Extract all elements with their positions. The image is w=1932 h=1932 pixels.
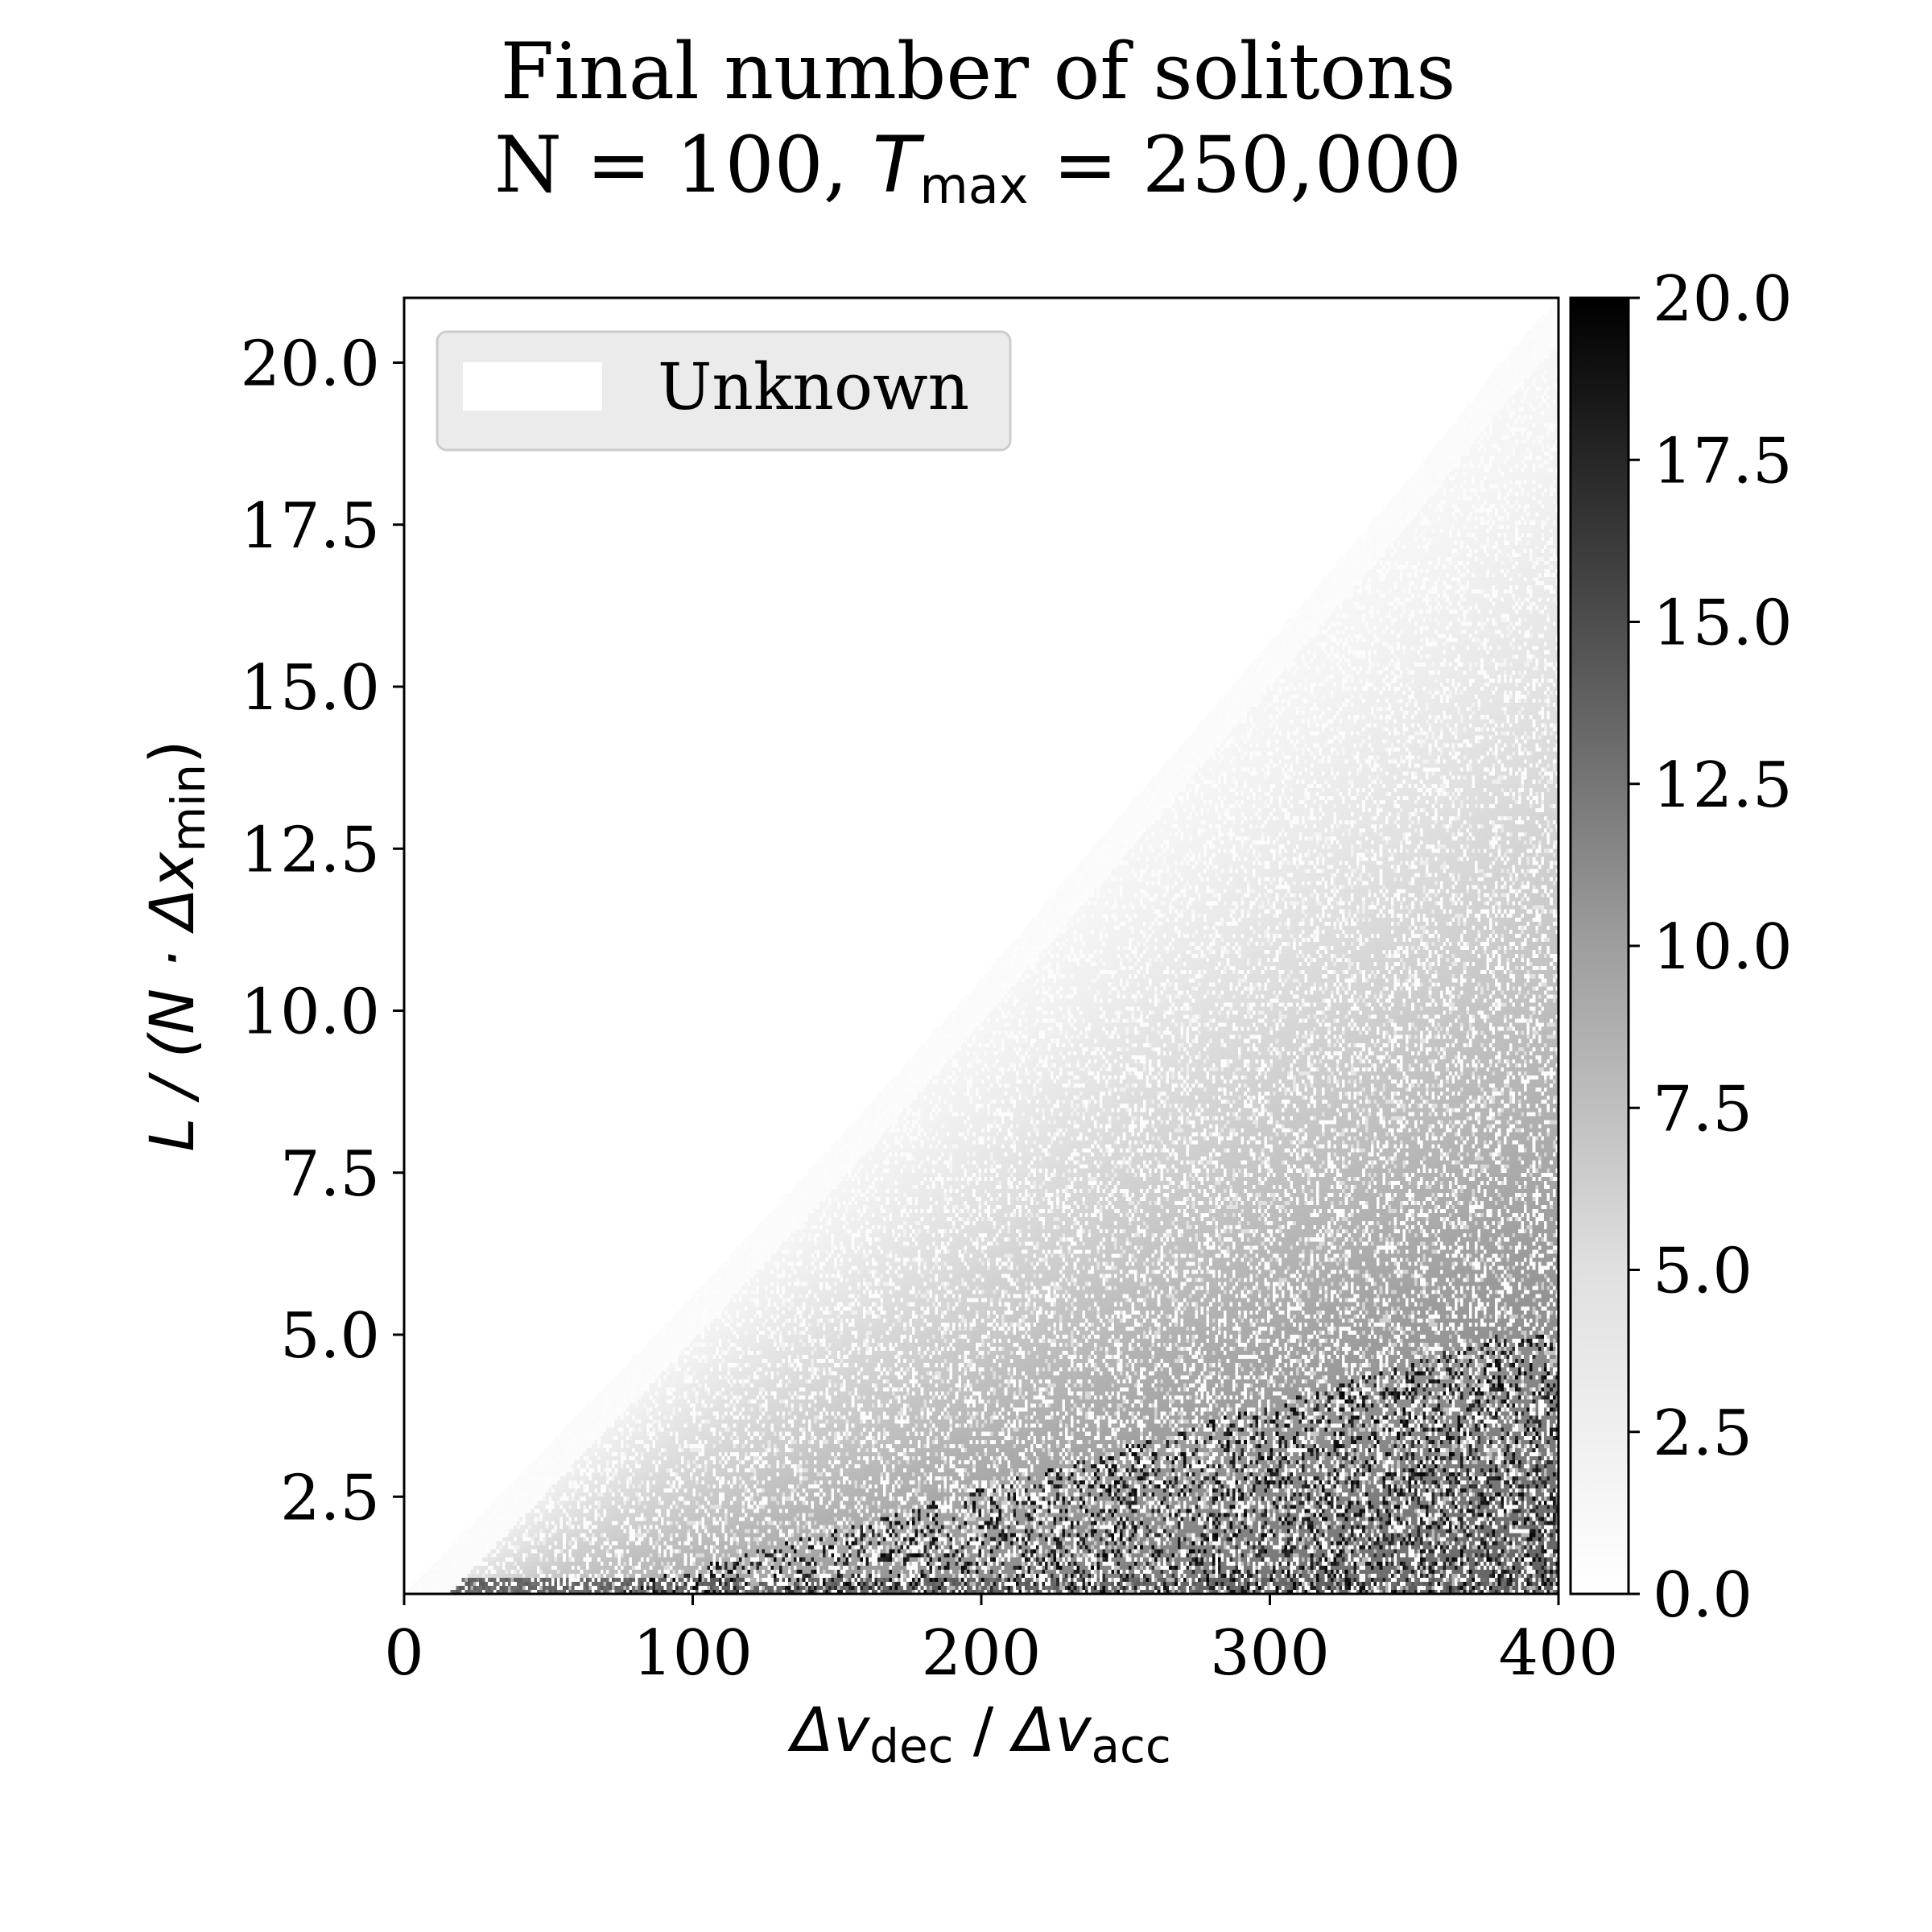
legend-label: Unknown — [658, 349, 969, 424]
y-tick-label: 2.5 — [280, 1462, 380, 1534]
title-var: T — [873, 120, 925, 210]
ylabel-pre: L / (N · Δx — [136, 851, 208, 1151]
x-axis-ticks: 0 100 200 300 400 — [384, 1594, 1618, 1690]
xlabel-sep: / — [954, 1694, 1013, 1765]
ylabel-sub: min — [161, 764, 216, 852]
title-sub: max — [919, 156, 1028, 215]
xlabel-b-var: Δv — [1009, 1694, 1092, 1765]
xlabel-a-var: Δv — [787, 1694, 870, 1765]
legend-frame — [436, 330, 1012, 452]
y-axis-ticks: 2.5 5.0 7.5 10.0 12.5 15.0 17.5 20.0 — [240, 328, 404, 1534]
colorbar-ticks: 0.0 2.5 5.0 7.5 10.0 12.5 15.0 17.5 20.0 — [1629, 263, 1793, 1632]
colorbar-tick-label: 15.0 — [1653, 588, 1793, 660]
chart-title-line2: N = 100, Tmax = 250,000 — [494, 120, 1462, 215]
chart-title-line1: Final number of solitons — [501, 27, 1456, 117]
x-tick-label: 100 — [633, 1617, 753, 1690]
x-tick-label: 300 — [1210, 1617, 1330, 1690]
y-tick-label: 17.5 — [240, 490, 380, 563]
legend: Unknown — [436, 330, 1012, 452]
y-tick-label: 7.5 — [280, 1138, 380, 1211]
heatmap-image — [404, 298, 1558, 1594]
x-tick-label: 400 — [1499, 1617, 1619, 1690]
y-tick-label: 12.5 — [240, 814, 380, 886]
ylabel-post: ) — [136, 740, 208, 764]
colorbar-tick-label: 0.0 — [1653, 1559, 1752, 1632]
colorbar — [1569, 296, 1630, 1596]
y-axis-label: L / (N · Δxmin) — [136, 740, 216, 1151]
xlabel-a-sub: dec — [869, 1719, 953, 1773]
colorbar-tick-label: 10.0 — [1653, 911, 1793, 984]
x-tick-label: 200 — [922, 1617, 1042, 1690]
x-tick-label: 0 — [384, 1617, 424, 1690]
colorbar-tick-label: 5.0 — [1653, 1236, 1752, 1308]
legend-swatch — [463, 362, 602, 411]
colorbar-tick-label: 12.5 — [1653, 749, 1793, 822]
y-tick-label: 10.0 — [240, 976, 380, 1049]
title-prefix: N = 100, — [494, 120, 873, 210]
colorbar-tick-label: 7.5 — [1653, 1073, 1752, 1146]
y-tick-label: 15.0 — [240, 652, 380, 724]
y-tick-label: 20.0 — [240, 328, 380, 401]
xlabel-b-sub: acc — [1091, 1719, 1170, 1773]
colorbar-tick-label: 20.0 — [1653, 263, 1793, 336]
colorbar-tick-label: 17.5 — [1653, 425, 1793, 497]
x-axis-label: Δvdec / Δvacc — [787, 1694, 1171, 1773]
colorbar-tick-label: 2.5 — [1653, 1397, 1752, 1470]
title-suffix: = 250,000 — [1029, 120, 1462, 210]
y-tick-label: 5.0 — [280, 1300, 380, 1373]
